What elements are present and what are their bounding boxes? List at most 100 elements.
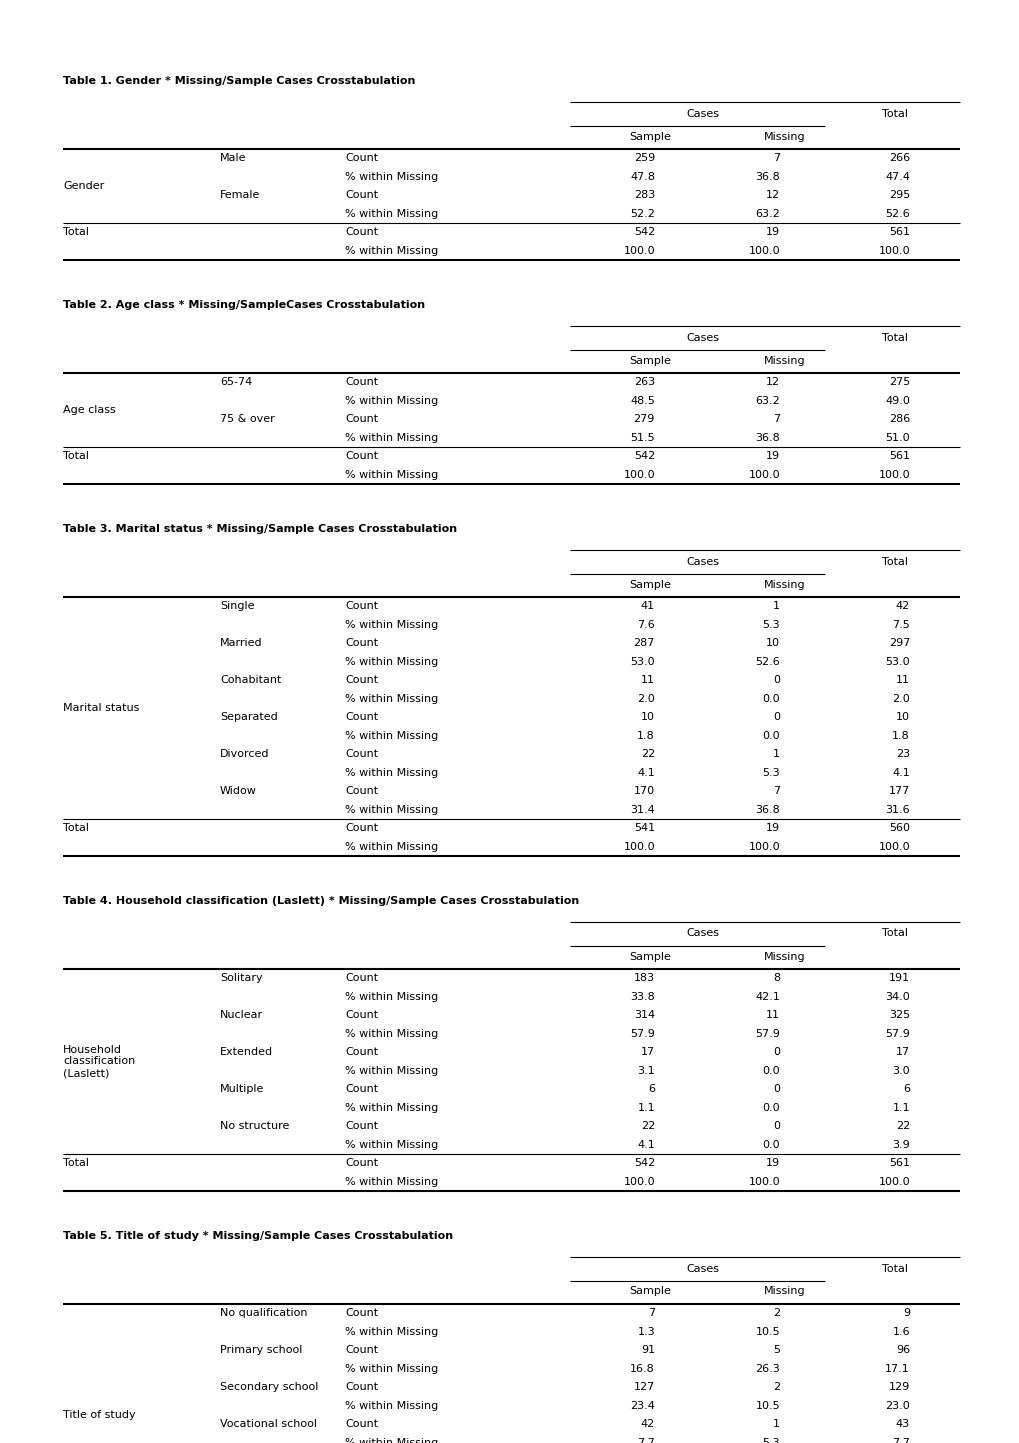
Text: 560: 560 (889, 824, 909, 833)
Text: % within Missing: % within Missing (344, 991, 438, 1001)
Text: Widow: Widow (220, 786, 257, 797)
Text: 52.6: 52.6 (884, 209, 909, 219)
Text: Count: Count (344, 713, 378, 723)
Text: 2: 2 (772, 1309, 780, 1319)
Text: Count: Count (344, 638, 378, 648)
Text: 100.0: 100.0 (877, 1176, 909, 1186)
Text: 22: 22 (640, 1121, 654, 1131)
Text: No structure: No structure (220, 1121, 289, 1131)
Text: Missing: Missing (763, 951, 805, 961)
Text: 36.8: 36.8 (754, 805, 780, 815)
Text: Cases: Cases (686, 332, 718, 342)
Text: 325: 325 (888, 1010, 909, 1020)
Text: 12: 12 (765, 190, 780, 201)
Text: Count: Count (344, 1382, 378, 1392)
Text: Total: Total (63, 452, 89, 462)
Text: Gender: Gender (63, 180, 104, 190)
Text: 9: 9 (902, 1309, 909, 1319)
Text: 53.0: 53.0 (630, 657, 654, 667)
Text: 10: 10 (765, 638, 780, 648)
Text: Count: Count (344, 1159, 378, 1169)
Text: % within Missing: % within Missing (344, 1140, 438, 1150)
Text: 7: 7 (647, 1309, 654, 1319)
Text: Cases: Cases (686, 1264, 718, 1274)
Text: Count: Count (344, 1309, 378, 1319)
Text: 1.8: 1.8 (637, 730, 654, 740)
Text: 0: 0 (772, 1084, 780, 1094)
Text: 22: 22 (640, 749, 654, 759)
Text: 2.0: 2.0 (892, 694, 909, 704)
Text: 11: 11 (765, 1010, 780, 1020)
Text: Female: Female (220, 190, 260, 201)
Text: 5.3: 5.3 (761, 768, 780, 778)
Text: % within Missing: % within Missing (344, 1437, 438, 1443)
Text: 100.0: 100.0 (748, 1176, 780, 1186)
Text: Marital status: Marital status (63, 703, 140, 713)
Text: Count: Count (344, 824, 378, 833)
Text: 57.9: 57.9 (630, 1029, 654, 1039)
Text: Nuclear: Nuclear (220, 1010, 263, 1020)
Text: 11: 11 (640, 675, 654, 685)
Text: Household
classification
(Laslett): Household classification (Laslett) (63, 1045, 136, 1078)
Text: % within Missing: % within Missing (344, 841, 438, 851)
Text: 266: 266 (888, 153, 909, 163)
Text: % within Missing: % within Missing (344, 657, 438, 667)
Text: 96: 96 (895, 1345, 909, 1355)
Text: Count: Count (344, 1420, 378, 1429)
Text: 100.0: 100.0 (623, 470, 654, 479)
Text: 0.0: 0.0 (761, 694, 780, 704)
Text: 283: 283 (633, 190, 654, 201)
Text: Divorced: Divorced (220, 749, 269, 759)
Text: % within Missing: % within Missing (344, 1029, 438, 1039)
Text: Cases: Cases (686, 557, 718, 567)
Text: 0.0: 0.0 (761, 1140, 780, 1150)
Text: 1.8: 1.8 (892, 730, 909, 740)
Text: 0.0: 0.0 (761, 1066, 780, 1075)
Text: 100.0: 100.0 (623, 1176, 654, 1186)
Text: Cases: Cases (686, 108, 718, 118)
Text: 3.0: 3.0 (892, 1066, 909, 1075)
Text: 51.0: 51.0 (884, 433, 909, 443)
Text: 12: 12 (765, 377, 780, 387)
Text: 0: 0 (772, 713, 780, 723)
Text: Separated: Separated (220, 713, 277, 723)
Text: Male: Male (220, 153, 247, 163)
Text: Extended: Extended (220, 1048, 273, 1058)
Text: Missing: Missing (763, 355, 805, 365)
Text: Count: Count (344, 1345, 378, 1355)
Text: Single: Single (220, 602, 255, 612)
Text: Total: Total (881, 557, 907, 567)
Text: 65-74: 65-74 (220, 377, 252, 387)
Text: 91: 91 (640, 1345, 654, 1355)
Text: Age class: Age class (63, 405, 115, 416)
Text: 53.0: 53.0 (884, 657, 909, 667)
Text: 561: 561 (889, 1159, 909, 1169)
Text: 542: 542 (633, 452, 654, 462)
Text: 5.3: 5.3 (761, 619, 780, 629)
Text: 5: 5 (772, 1345, 780, 1355)
Text: 2.0: 2.0 (637, 694, 654, 704)
Text: 286: 286 (888, 414, 909, 424)
Text: 6: 6 (647, 1084, 654, 1094)
Text: 100.0: 100.0 (748, 470, 780, 479)
Text: 541: 541 (633, 824, 654, 833)
Text: 287: 287 (633, 638, 654, 648)
Text: Married: Married (220, 638, 262, 648)
Text: 100.0: 100.0 (623, 245, 654, 255)
Text: Count: Count (344, 377, 378, 387)
Text: Total: Total (881, 1264, 907, 1274)
Text: 275: 275 (888, 377, 909, 387)
Text: 0: 0 (772, 675, 780, 685)
Text: 191: 191 (888, 973, 909, 983)
Text: 36.8: 36.8 (754, 172, 780, 182)
Text: 1: 1 (772, 749, 780, 759)
Text: 41: 41 (640, 602, 654, 612)
Text: 7.6: 7.6 (637, 619, 654, 629)
Text: Count: Count (344, 602, 378, 612)
Text: 295: 295 (888, 190, 909, 201)
Text: Multiple: Multiple (220, 1084, 264, 1094)
Text: 1.1: 1.1 (892, 1102, 909, 1113)
Text: 19: 19 (765, 452, 780, 462)
Text: Missing: Missing (763, 1287, 805, 1296)
Text: 48.5: 48.5 (630, 395, 654, 405)
